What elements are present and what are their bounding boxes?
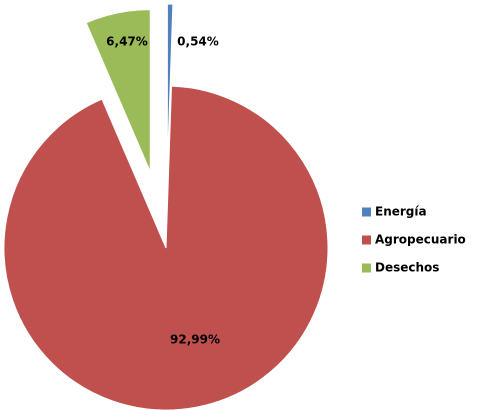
data-label: 0,54% [177,35,219,49]
data-label: 92,99% [170,333,220,347]
legend-label: Desechos [375,261,439,275]
legend-swatch [362,235,371,245]
pie-slice [3,85,329,410]
data-label: 6,47% [106,35,148,49]
legend-swatch [362,207,371,217]
pie: 0,54% 92,99% 6,47% [3,3,329,410]
pie-slice [85,9,151,172]
legend: Energía Agropecuario Desechos [362,205,466,275]
pie-slice [166,3,174,167]
legend-label: Agropecuario [375,233,466,247]
legend-label: Energía [375,205,427,219]
legend-swatch [362,263,371,273]
